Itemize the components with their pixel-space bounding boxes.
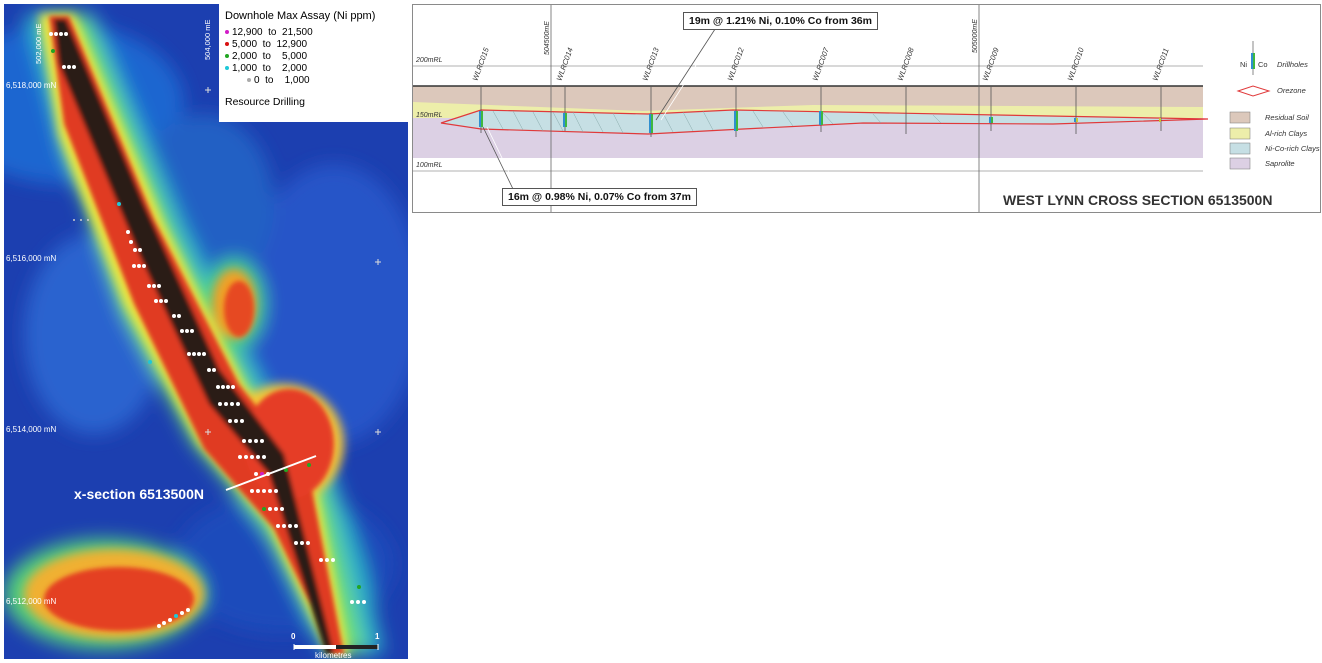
legend-resource-drilling: Resource Drilling (225, 96, 305, 108)
legend-class: 2,000 to 5,000 (225, 51, 307, 62)
intercept-callout-top: 19m @ 1.21% Ni, 0.10% Co from 36m (683, 12, 878, 30)
northing-label: 6,516,000 mN (6, 254, 57, 263)
xsection-label: x-section 6513500N (74, 486, 204, 502)
legend-nico-clays-label: Ni-Co-rich Clays (1265, 144, 1320, 153)
legend-title: Downhole Max Assay (Ni ppm) (225, 10, 376, 22)
legend-class: 1,000 to 2,000 (225, 63, 307, 74)
legend-co-label: Co (1258, 60, 1268, 69)
legend-swatch (225, 54, 229, 59)
scale-start-label: 0 (291, 632, 296, 641)
easting-line-label: 504500mE (544, 21, 551, 55)
legend-orezone-label: Orezone (1277, 86, 1306, 95)
legend-al-clays-label: Al-rich Clays (1265, 129, 1308, 138)
legend-swatch (247, 78, 251, 83)
northing-label: 6,518,000 mN (6, 81, 57, 90)
legend-ni-label: Ni (1240, 60, 1248, 69)
northing-label: 6,514,000 mN (6, 425, 57, 434)
legend-drillholes-label: Drillholes (1277, 60, 1308, 69)
legend-swatch (225, 30, 229, 35)
legend-class-label: 2,000 to 5,000 (232, 51, 308, 62)
scale-unit-label: kilometres (315, 651, 352, 659)
legend-saprolite-label: Saprolite (1265, 159, 1295, 168)
legend-class-label: 1,000 to 2,000 (232, 63, 308, 74)
map-legend: Downhole Max Assay (Ni ppm) 12,900 to 21… (219, 4, 408, 122)
cross-section: 200mRL 150mRL 100mRL 504500mE 505000mE W… (412, 4, 1321, 213)
section-title: WEST LYNN CROSS SECTION 6513500N (1003, 192, 1273, 208)
rl-label: 200mRL (416, 57, 443, 64)
legend-class-label: 5,000 to 12,900 (232, 39, 308, 50)
rl-label: 100mRL (416, 162, 443, 169)
legend-class: 5,000 to 12,900 (225, 39, 307, 50)
legend-swatch (225, 42, 229, 47)
legend-class-label: 0 to 1,000 (254, 75, 310, 86)
legend-residual-soil-label: Residual Soil (1265, 113, 1309, 122)
legend-swatch (225, 66, 229, 71)
legend-class: 0 to 1,000 (225, 75, 310, 86)
legend-class-label: 12,900 to 21,500 (232, 27, 313, 38)
northing-label: 6,512,000 mN (6, 597, 57, 606)
legend-class: 12,900 to 21,500 (225, 27, 313, 38)
xsection-line (225, 455, 317, 491)
scale-bar (293, 644, 379, 650)
easting-line-label: 505000mE (972, 19, 979, 53)
intercept-callout-bottom: 16m @ 0.98% Ni, 0.07% Co from 37m (502, 188, 697, 206)
rl-label: 150mRL (416, 112, 443, 119)
grid-crosses (205, 87, 381, 435)
section-drawing (413, 5, 1271, 212)
orezone-polygon (440, 109, 1209, 135)
easting-label: 502,000 mE (34, 23, 43, 64)
easting-label: 504,000 mE (203, 19, 212, 60)
scale-end-label: 1 (375, 632, 380, 641)
